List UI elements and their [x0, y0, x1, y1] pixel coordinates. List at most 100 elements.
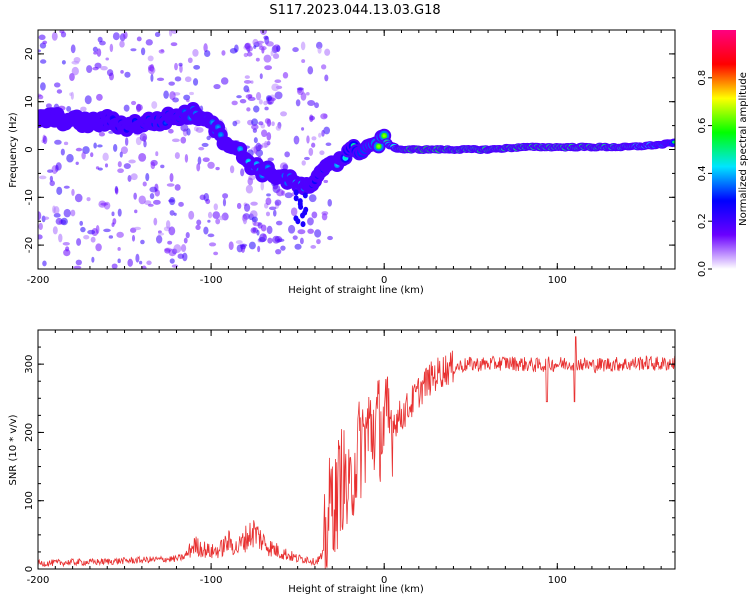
noise-blob: [164, 248, 171, 254]
noise-blob: [76, 238, 82, 246]
noise-blob: [321, 64, 327, 70]
noise-blob: [163, 90, 169, 99]
noise-blob: [95, 243, 102, 252]
x-tick-label: 0: [381, 575, 387, 586]
noise-blob: [54, 139, 62, 145]
noise-blob: [198, 146, 205, 151]
noise-blob: [167, 240, 173, 245]
noise-blob: [153, 217, 158, 226]
noise-blob: [38, 34, 46, 40]
noise-blob: [229, 165, 235, 174]
noise-blob: [113, 143, 118, 152]
noise-blob: [117, 247, 121, 251]
noise-blob: [271, 83, 280, 92]
noise-blob: [250, 80, 254, 84]
noise-blob: [305, 91, 310, 96]
noise-blob: [63, 208, 71, 218]
noise-blob: [150, 161, 156, 170]
x-tick-label: 100: [548, 575, 567, 586]
noise-blob: [178, 201, 184, 207]
noise-blob: [87, 229, 96, 235]
noise-blob: [128, 159, 136, 164]
noise-blob: [169, 258, 175, 264]
noise-blob: [133, 226, 142, 231]
noise-blob: [108, 235, 114, 239]
noise-blob: [259, 73, 263, 80]
noise-blob: [311, 142, 316, 148]
noise-blob: [264, 106, 269, 111]
noise-blob: [74, 193, 83, 203]
noise-blob: [207, 161, 215, 169]
noise-blob: [321, 211, 329, 216]
noise-blob: [130, 173, 138, 181]
noise-blob: [70, 209, 76, 217]
noise-blob: [295, 99, 301, 107]
noise-blob: [280, 245, 286, 251]
noise-blob: [94, 62, 102, 69]
noise-blob: [149, 193, 155, 200]
noise-blob: [169, 91, 176, 101]
noise-blob: [264, 140, 268, 148]
noise-blob: [275, 125, 282, 131]
noise-blob: [160, 48, 164, 53]
noise-blob: [174, 184, 181, 191]
noise-blob: [79, 220, 84, 226]
noise-blob: [169, 210, 175, 216]
noise-blob: [294, 243, 302, 250]
ridge-blob: [377, 144, 381, 148]
noise-blob: [42, 260, 47, 267]
noise-blob: [202, 157, 210, 163]
noise-blob: [117, 208, 122, 217]
y-tick-label: 0: [24, 146, 35, 152]
snr-ticks: -200 -100 0 100 0 100 200 300: [24, 329, 675, 586]
noise-blob: [250, 227, 259, 234]
noise-blob: [260, 181, 265, 191]
chart-title: S117.2023.044.13.03.G18: [269, 3, 440, 18]
noise-blob: [112, 218, 117, 225]
ridge-blob: [295, 218, 301, 225]
colorbar-tick-label: 0.8: [697, 70, 708, 86]
noise-blob: [308, 194, 317, 203]
noise-blob: [255, 142, 262, 152]
noise-blob: [127, 258, 133, 267]
noise-blob: [228, 241, 234, 251]
noise-blob: [168, 226, 176, 236]
y-tick-label: 0: [24, 566, 35, 572]
noise-blob: [139, 133, 148, 142]
noise-blob: [290, 207, 298, 217]
colorbar-tick-label: 0.2: [697, 213, 708, 229]
noise-blob: [295, 139, 299, 143]
noise-blob: [93, 51, 98, 55]
ridge-blob: [219, 133, 223, 137]
noise-blob: [188, 210, 195, 220]
noise-blob: [307, 217, 314, 226]
noise-blob: [174, 76, 182, 82]
noise-blob: [280, 111, 288, 117]
noise-blob: [207, 233, 215, 238]
noise-blob: [183, 237, 188, 244]
noise-blob: [140, 239, 145, 245]
noise-blob: [307, 99, 316, 107]
noise-blob: [303, 156, 310, 161]
noise-blob: [195, 224, 201, 230]
y-tick-label: 20: [24, 48, 35, 61]
noise-blob: [171, 264, 179, 268]
noise-blob: [120, 146, 128, 155]
noise-blob: [75, 147, 83, 152]
noise-blob: [253, 45, 257, 49]
noise-blob: [165, 220, 171, 229]
noise-blob: [75, 259, 82, 266]
noise-blob: [243, 52, 248, 58]
x-tick-label: -100: [200, 275, 223, 286]
noise-blob: [272, 53, 280, 60]
noise-blob: [318, 132, 322, 138]
noise-blob: [203, 43, 208, 53]
noise-blob: [319, 150, 325, 156]
noise-blob: [42, 135, 48, 145]
noise-blob: [196, 163, 201, 172]
noise-blob: [168, 128, 174, 134]
noise-blob: [84, 95, 92, 105]
ridge-blob: [300, 221, 306, 228]
noise-blob: [96, 93, 103, 101]
